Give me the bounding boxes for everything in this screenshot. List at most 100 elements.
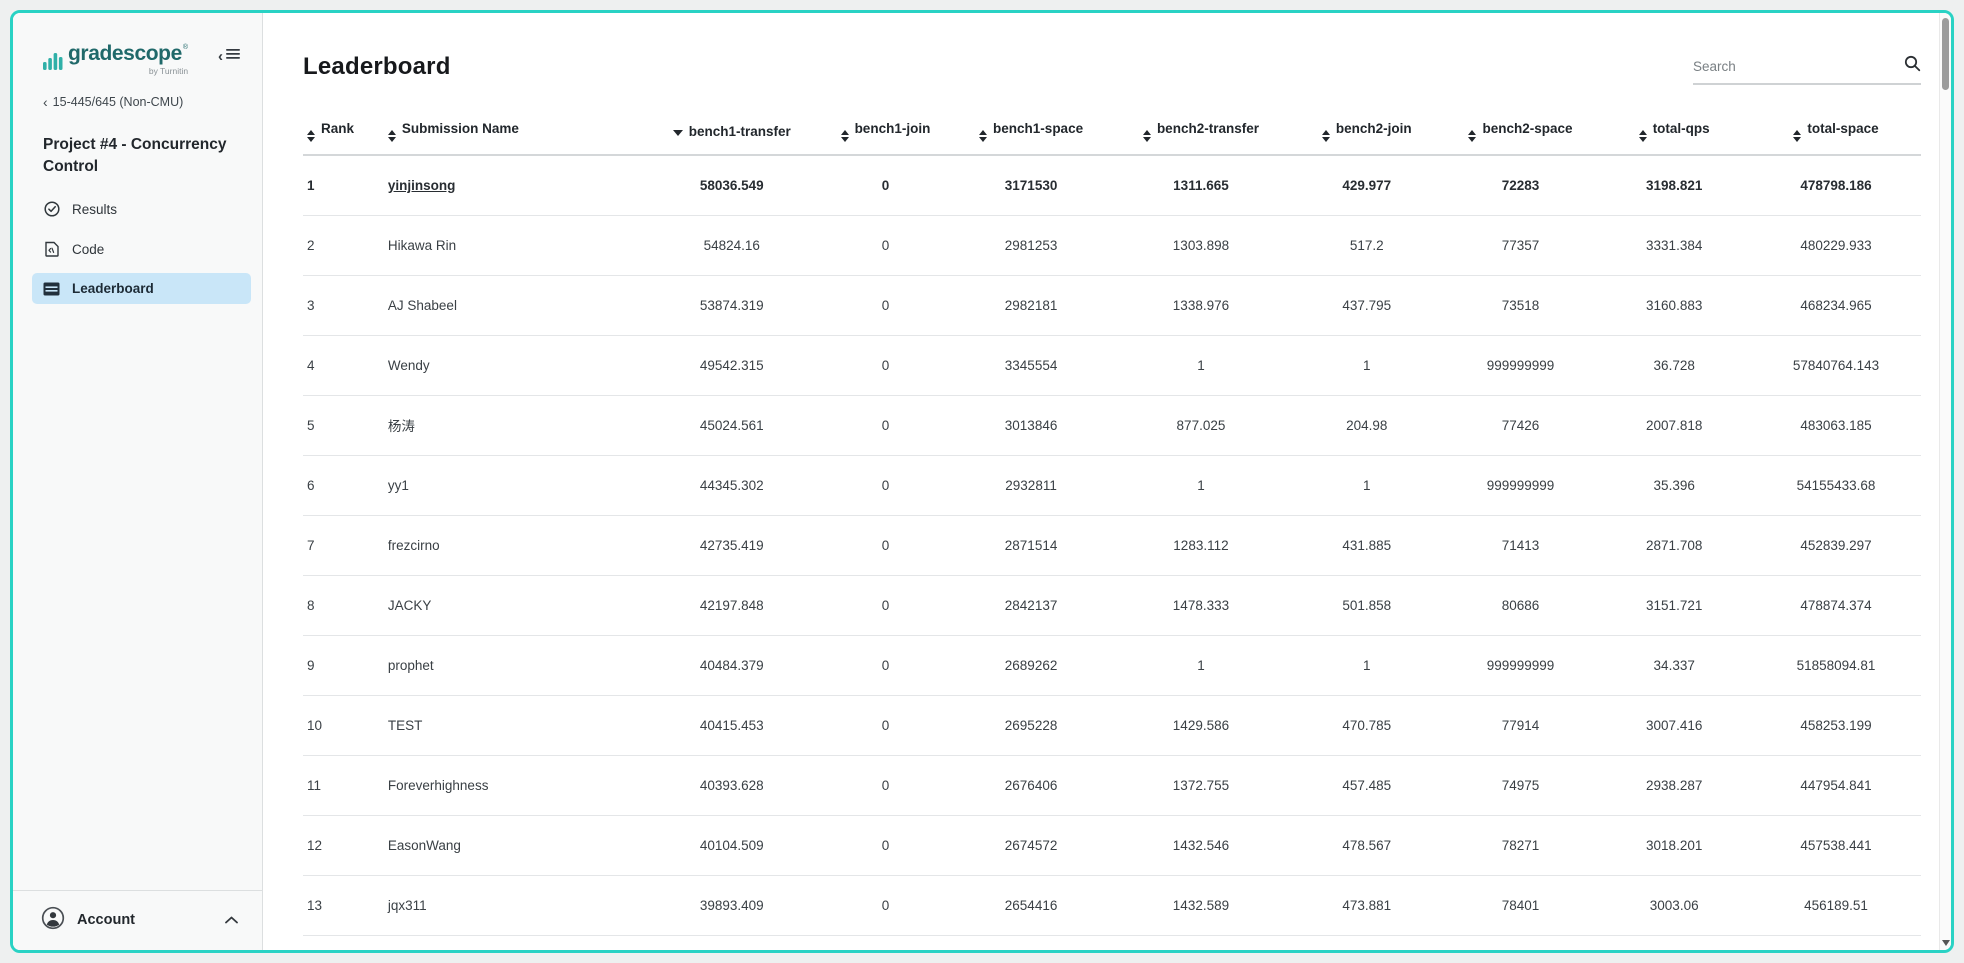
- table-row: 4 Wendy 49542.315 0 3345554 1 1 999999999 36.728…: [303, 335, 1921, 396]
- submission-name-text: JACKY: [387, 597, 432, 613]
- table-row: 2 Hikawa Rin 54824.16 0 2981253 1303.898 517.2…: [303, 215, 1921, 276]
- score-cell: 73518: [1443, 275, 1598, 336]
- sort-both-icon: [1142, 130, 1151, 142]
- table-row: 8 JACKY 42197.848 0 2842137 1478.333 501.858 80…: [303, 575, 1921, 636]
- sidebar: gradescope ® by Turnitin ‹: [13, 13, 263, 950]
- column-header-label: Submission Name: [401, 121, 519, 136]
- sidebar-item-results[interactable]: Results: [32, 193, 251, 225]
- leaderboard-table: Rank Submission Name bench1-transfer bench1…: [303, 113, 1921, 936]
- account-button[interactable]: Account: [13, 890, 262, 950]
- app-window: gradescope ® by Turnitin ‹: [10, 10, 1954, 953]
- sidebar-nav: Results Code Leaderboard: [32, 193, 251, 305]
- score-cell: 3171530: [950, 155, 1112, 216]
- score-cell: 1372.755: [1111, 755, 1290, 816]
- score-cell: 999999999: [1443, 455, 1598, 516]
- score-cell: 54824.16: [642, 215, 821, 276]
- submission-name-text: yy1: [387, 477, 409, 493]
- score-cell: 0: [820, 155, 951, 216]
- submission-name-text: EasonWang: [387, 837, 461, 853]
- score-cell: 54155433.68: [1751, 455, 1921, 516]
- score-cell: 0: [820, 815, 951, 876]
- score-cell: 1: [1289, 635, 1444, 696]
- score-cell: 478798.186: [1751, 155, 1921, 216]
- submission-name-cell: 杨涛: [383, 395, 643, 456]
- brand-wordmark: gradescope: [68, 42, 182, 65]
- sort-both-icon: [979, 130, 988, 142]
- score-cell: 78401: [1443, 875, 1598, 936]
- search-input[interactable]: [1693, 58, 1904, 74]
- breadcrumb[interactable]: ‹ 15-445/645 (Non-CMU): [43, 94, 240, 110]
- column-header-label: Rank: [321, 121, 355, 136]
- score-cell: 0: [820, 395, 951, 456]
- submission-name-cell: Foreverhighness: [383, 755, 643, 816]
- score-cell: 40104.509: [642, 815, 821, 876]
- score-cell: 0: [820, 335, 951, 396]
- submission-name-link[interactable]: yinjinsong: [387, 177, 456, 193]
- score-cell: 36.728: [1597, 335, 1752, 396]
- scrollbar-down-arrow[interactable]: [1942, 940, 1950, 946]
- submission-name-cell: AJ Shabeel: [383, 275, 643, 336]
- score-cell: 78271: [1443, 815, 1598, 876]
- score-cell: 483063.185: [1751, 395, 1921, 456]
- column-header-label: bench2-join: [1335, 121, 1412, 136]
- column-header-submission-name[interactable]: Submission Name: [383, 113, 643, 156]
- scrollbar-thumb[interactable]: [1942, 18, 1949, 90]
- score-cell: 1338.976: [1111, 275, 1290, 336]
- column-header-bench2-join[interactable]: bench2-join: [1289, 113, 1444, 156]
- score-cell: 80686: [1443, 575, 1598, 636]
- score-cell: 429.977: [1289, 155, 1444, 216]
- column-header-bench2-space[interactable]: bench2-space: [1443, 113, 1598, 156]
- table-row: 1 yinjinsong 58036.549 0 3171530 1311.665 429.…: [303, 155, 1921, 216]
- column-header-total-qps[interactable]: total-qps: [1597, 113, 1752, 156]
- rank-cell: 8: [303, 575, 384, 636]
- score-cell: 480229.933: [1751, 215, 1921, 276]
- score-cell: 1: [1289, 335, 1444, 396]
- column-header-bench1-space[interactable]: bench1-space: [950, 113, 1112, 156]
- score-cell: 2982181: [950, 275, 1112, 336]
- breadcrumb-label: 15-445/645 (Non-CMU): [52, 95, 184, 109]
- submission-name-text: 杨涛: [387, 419, 415, 434]
- score-cell: 1283.112: [1111, 515, 1290, 576]
- score-cell: 2695228: [950, 695, 1112, 756]
- rank-cell: 12: [303, 815, 384, 876]
- submission-name-cell: EasonWang: [383, 815, 643, 876]
- score-cell: 0: [820, 275, 951, 336]
- column-header-label: bench2-space: [1482, 121, 1573, 136]
- score-cell: 437.795: [1289, 275, 1444, 336]
- column-header-rank[interactable]: Rank: [303, 113, 384, 156]
- sidebar-item-leaderboard[interactable]: Leaderboard: [32, 273, 251, 305]
- chevron-up-icon: [225, 912, 238, 928]
- column-header-bench1-transfer[interactable]: bench1-transfer: [642, 113, 821, 156]
- rank-cell: 10: [303, 695, 384, 756]
- column-header-bench2-transfer[interactable]: bench2-transfer: [1111, 113, 1290, 156]
- sidebar-collapse-button[interactable]: ‹: [218, 47, 240, 65]
- score-cell: 1303.898: [1111, 215, 1290, 276]
- score-cell: 0: [820, 635, 951, 696]
- vertical-scrollbar[interactable]: [1939, 13, 1951, 950]
- column-header-bench1-join[interactable]: bench1-join: [820, 113, 951, 156]
- score-cell: 1: [1111, 335, 1290, 396]
- score-cell: 447954.841: [1751, 755, 1921, 816]
- sidebar-item-code[interactable]: Code: [32, 233, 251, 265]
- submission-name-cell: prophet: [383, 635, 643, 696]
- submission-name-cell: frezcirno: [383, 515, 643, 576]
- score-cell: 39893.409: [642, 875, 821, 936]
- sidebar-item-label: Code: [72, 241, 105, 257]
- score-cell: 2842137: [950, 575, 1112, 636]
- sort-both-icon: [1793, 130, 1802, 142]
- table-row: 12 EasonWang 40104.509 0 2674572 1432.546 478.…: [303, 815, 1921, 876]
- score-cell: 2007.818: [1597, 395, 1752, 456]
- search-icon[interactable]: [1904, 55, 1921, 77]
- gradescope-logo[interactable]: gradescope ® by Turnitin: [43, 43, 188, 76]
- submission-name-cell: JACKY: [383, 575, 643, 636]
- column-header-total-space[interactable]: total-space: [1751, 113, 1921, 156]
- score-cell: 0: [820, 875, 951, 936]
- score-cell: 77914: [1443, 695, 1598, 756]
- score-cell: 3331.384: [1597, 215, 1752, 276]
- score-cell: 1: [1289, 455, 1444, 516]
- score-cell: 0: [820, 455, 951, 516]
- submission-name-cell: Hikawa Rin: [383, 215, 643, 276]
- column-header-label: bench1-join: [854, 121, 931, 136]
- page-title: Leaderboard: [303, 53, 451, 80]
- code-file-icon: [43, 241, 60, 258]
